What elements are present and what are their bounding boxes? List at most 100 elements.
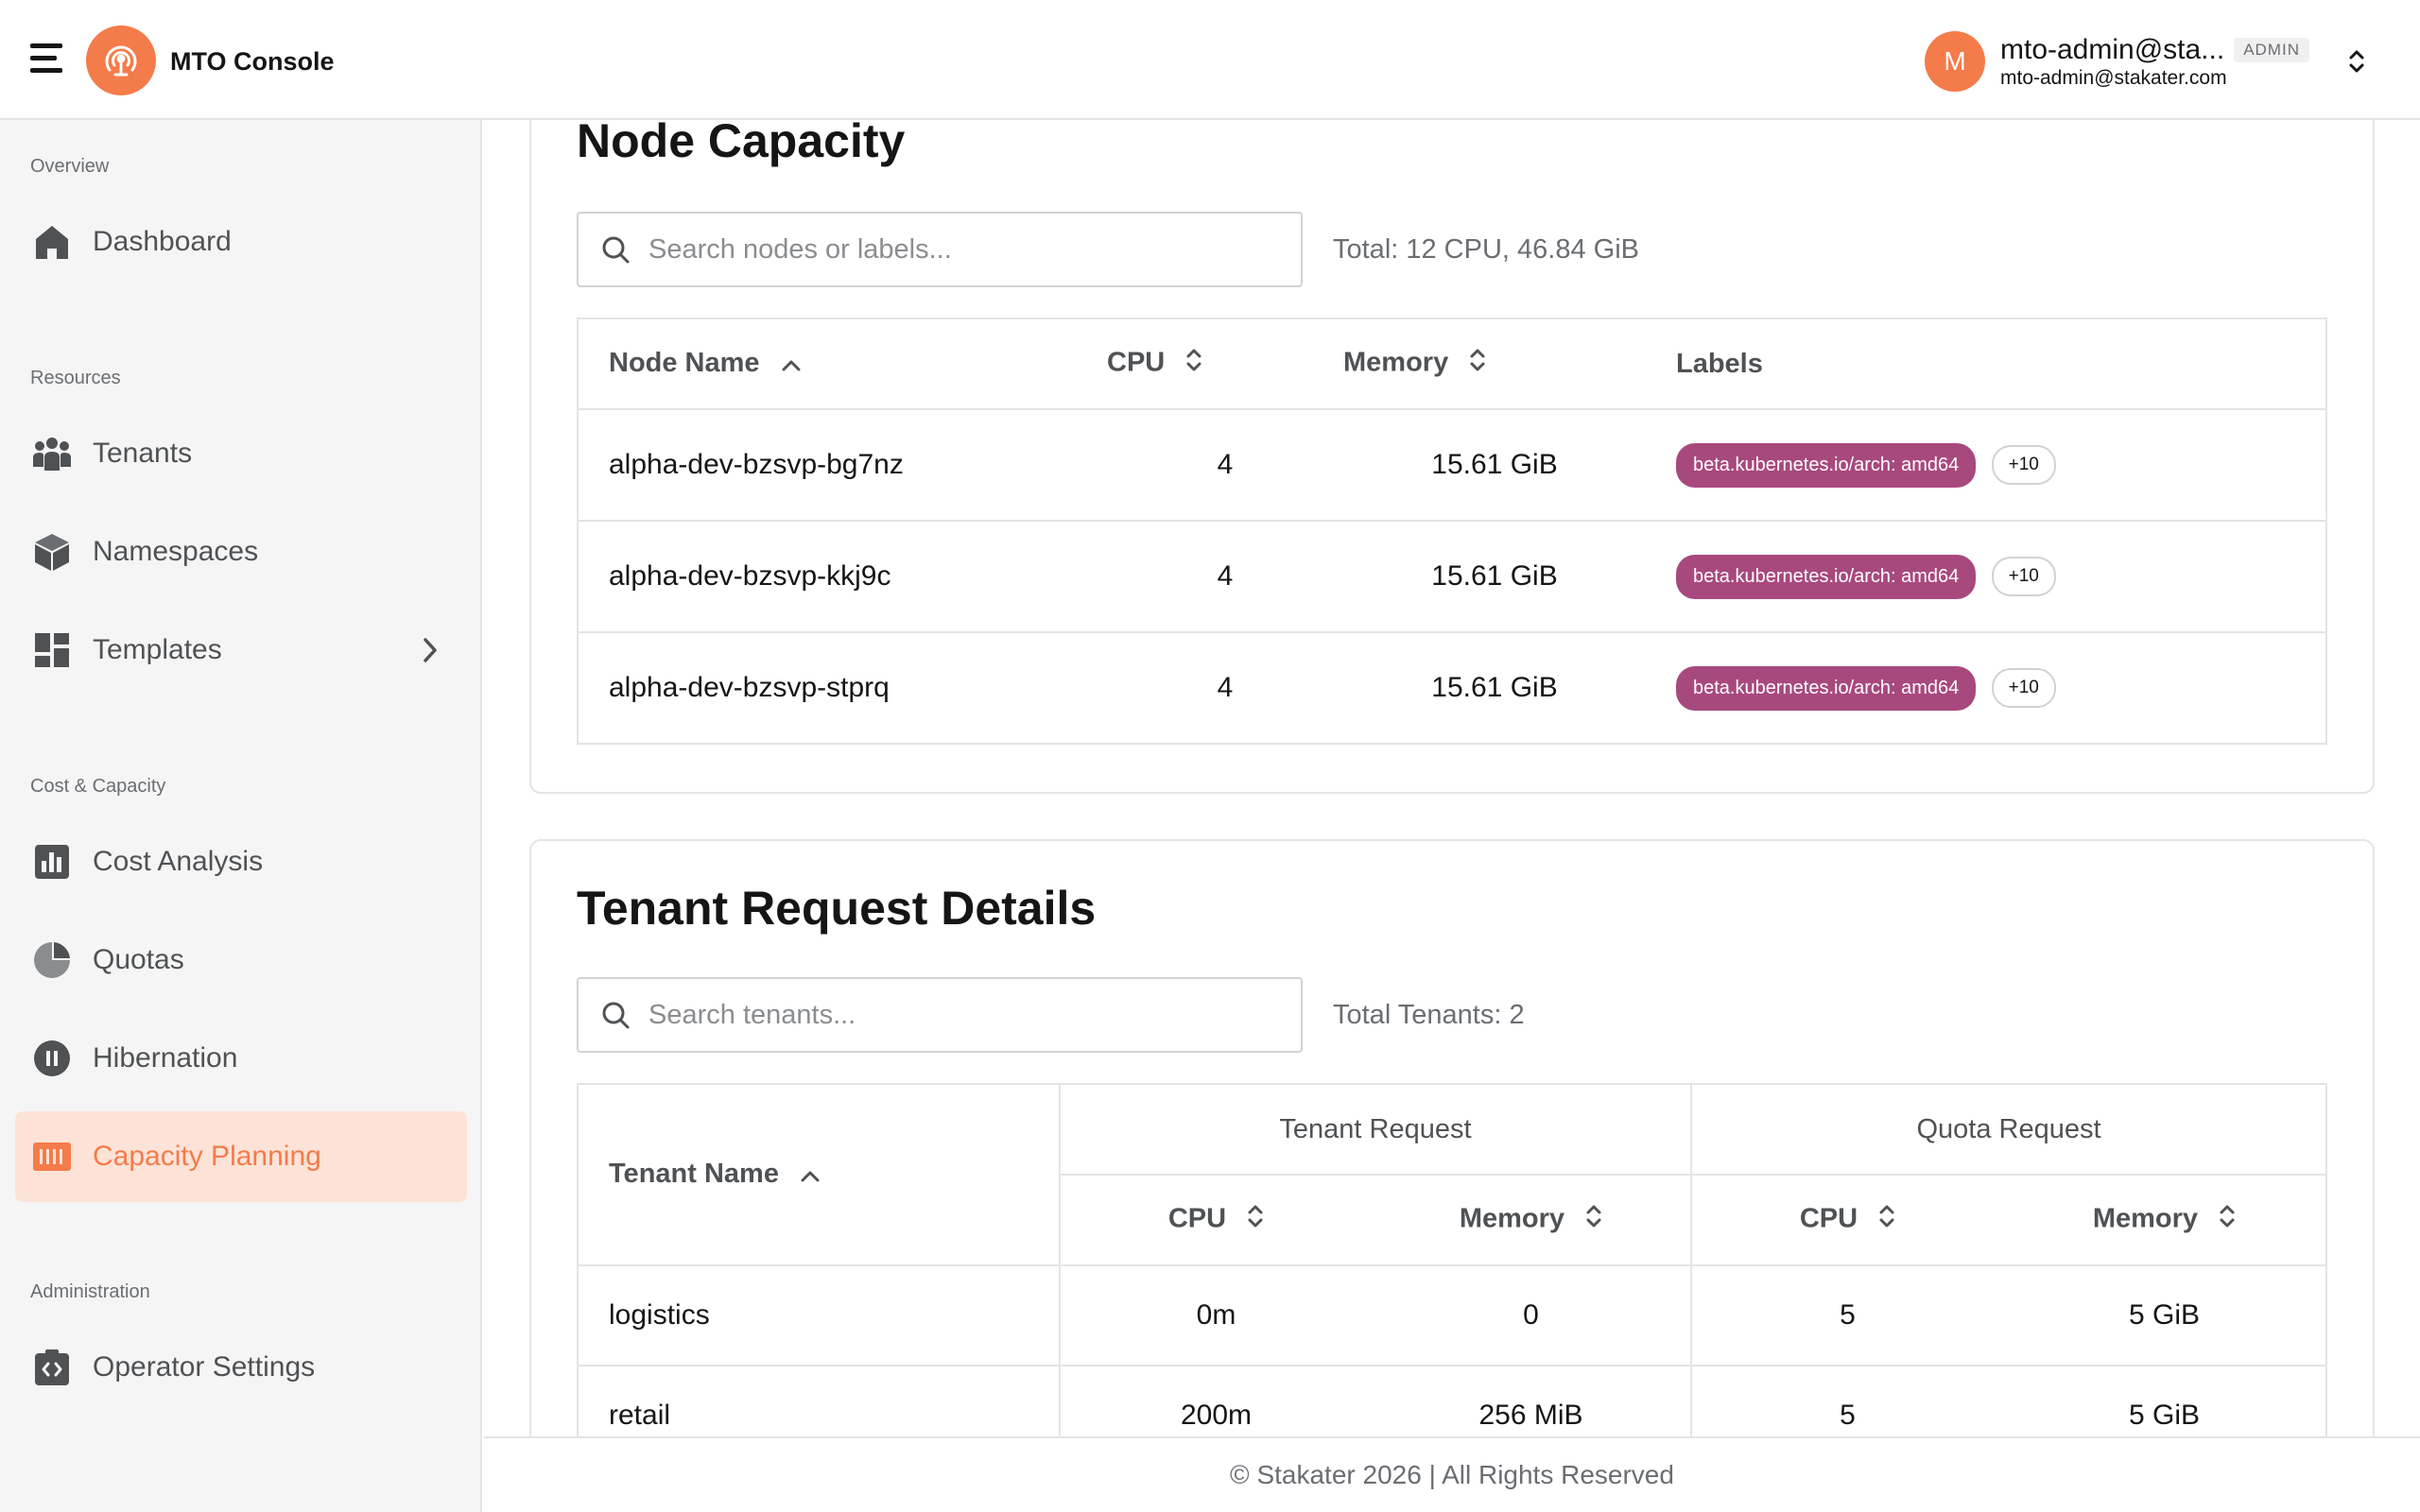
node-cpu: 4 bbox=[1107, 408, 1343, 521]
column-req-cpu[interactable]: CPU bbox=[1059, 1175, 1372, 1265]
tenant-req-memory: 0 bbox=[1372, 1264, 1691, 1366]
quota-memory: 5 GiB bbox=[2003, 1264, 2326, 1366]
column-node-name[interactable]: Node Name bbox=[578, 318, 1107, 409]
tenant-table: Tenant Name Tenant Request Quota Request… bbox=[577, 1083, 2327, 1467]
node-capacity-title: Node Capacity bbox=[577, 114, 906, 167]
node-memory: 15.61 GiB bbox=[1343, 408, 1646, 521]
tenant-total: Total Tenants: 2 bbox=[1333, 1000, 1525, 1030]
column-quota-memory[interactable]: Memory bbox=[2003, 1175, 2326, 1265]
sidebar-item-label: Operator Settings bbox=[93, 1351, 316, 1383]
users-icon bbox=[32, 434, 72, 473]
sidebar-item-label: Cost Analysis bbox=[93, 846, 264, 877]
sort-ascending-icon[interactable] bbox=[781, 349, 802, 380]
label-chip: beta.kubernetes.io/arch: amd64 bbox=[1676, 665, 1977, 711]
more-labels-chip[interactable]: +10 bbox=[1991, 557, 2056, 596]
menu-toggle-icon[interactable] bbox=[30, 43, 62, 74]
node-labels: beta.kubernetes.io/arch: amd64 +10 bbox=[1646, 520, 2326, 632]
sidebar-item-label: Templates bbox=[93, 634, 222, 665]
column-label: Node Name bbox=[609, 348, 760, 379]
label-chip: beta.kubernetes.io/arch: amd64 bbox=[1676, 554, 1977, 599]
sidebar-item-hibernation[interactable]: Hibernation bbox=[15, 1013, 467, 1104]
sidebar-item-label: Capacity Planning bbox=[93, 1141, 321, 1172]
node-name: alpha-dev-bzsvp-bg7nz bbox=[578, 408, 1107, 521]
tenant-req-cpu: 0m bbox=[1059, 1264, 1372, 1366]
sidebar-item-cost-analysis[interactable]: Cost Analysis bbox=[15, 816, 467, 907]
column-memory[interactable]: Memory bbox=[1343, 318, 1646, 409]
search-placeholder: Search nodes or labels... bbox=[648, 233, 952, 265]
column-label: CPU bbox=[1107, 347, 1166, 378]
user-name: mto-admin@sta... bbox=[2000, 33, 2225, 65]
section-title-resources: Resources bbox=[30, 368, 121, 388]
sort-icon[interactable] bbox=[1878, 1203, 1895, 1237]
search-icon bbox=[602, 236, 630, 264]
top-header: MTO Console M mto-admin@sta... ADMIN mto… bbox=[0, 0, 2420, 120]
group-tenant-request: Tenant Request bbox=[1059, 1084, 1691, 1176]
node-labels: beta.kubernetes.io/arch: amd64 +10 bbox=[1646, 408, 2326, 521]
sort-icon[interactable] bbox=[1185, 347, 1202, 381]
sidebar-item-dashboard[interactable]: Dashboard bbox=[15, 197, 467, 287]
sidebar-item-quotas[interactable]: Quotas bbox=[15, 915, 467, 1005]
column-labels: Labels bbox=[1676, 348, 1763, 379]
table-row[interactable]: logistics 0m 0 5 5 GiB bbox=[578, 1264, 2326, 1366]
user-info[interactable]: mto-admin@sta... ADMIN mto-admin@stakate… bbox=[2000, 34, 2326, 90]
sidebar-item-namespaces[interactable]: Namespaces bbox=[15, 507, 467, 597]
code-clipboard-icon bbox=[32, 1348, 72, 1387]
section-title-administration: Administration bbox=[30, 1281, 150, 1302]
sidebar: Overview Dashboard Resources Tenants Nam… bbox=[0, 120, 482, 1512]
column-tenant-name[interactable]: Tenant Name bbox=[578, 1084, 1060, 1265]
table-row[interactable]: alpha-dev-bzsvp-bg7nz 4 15.61 GiB beta.k… bbox=[578, 408, 2326, 521]
sidebar-item-operator-settings[interactable]: Operator Settings bbox=[15, 1322, 467, 1413]
column-label: Memory bbox=[1343, 347, 1449, 378]
search-placeholder: Search tenants... bbox=[648, 999, 856, 1030]
sort-icon[interactable] bbox=[2219, 1203, 2236, 1237]
node-labels: beta.kubernetes.io/arch: amd64 +10 bbox=[1646, 631, 2326, 744]
node-table: Node Name CPU Memory L bbox=[577, 318, 2327, 745]
sidebar-item-capacity-planning[interactable]: Capacity Planning bbox=[15, 1111, 467, 1202]
section-title-cost-capacity: Cost & Capacity bbox=[30, 776, 166, 797]
table-row[interactable]: alpha-dev-bzsvp-stprq 4 15.61 GiB beta.k… bbox=[578, 631, 2326, 744]
tenant-name: logistics bbox=[578, 1264, 1060, 1366]
footer-text: © Stakater 2026 | All Rights Reserved bbox=[1230, 1460, 1674, 1489]
pause-circle-icon bbox=[32, 1039, 72, 1078]
section-title-overview: Overview bbox=[30, 156, 110, 177]
column-quota-cpu[interactable]: CPU bbox=[1690, 1175, 2003, 1265]
user-email: mto-admin@stakater.com bbox=[2000, 66, 2227, 89]
column-req-memory[interactable]: Memory bbox=[1372, 1175, 1691, 1265]
sidebar-item-label: Namespaces bbox=[93, 536, 259, 567]
tenant-requests-card: Tenant Request Details Search tenants...… bbox=[529, 839, 2375, 1512]
sort-icon[interactable] bbox=[1247, 1203, 1264, 1237]
sidebar-item-tenants[interactable]: Tenants bbox=[15, 408, 467, 499]
sort-ascending-icon[interactable] bbox=[800, 1160, 821, 1191]
sidebar-item-label: Hibernation bbox=[93, 1042, 238, 1074]
app-title: MTO Console bbox=[170, 47, 335, 76]
column-label: Memory bbox=[2092, 1203, 2199, 1234]
chevron-up-down-icon[interactable] bbox=[2345, 43, 2368, 80]
column-label: CPU bbox=[1799, 1203, 1858, 1234]
node-total: Total: 12 CPU, 46.84 GiB bbox=[1333, 234, 1639, 265]
node-capacity-card: Node Capacity Search nodes or labels... … bbox=[529, 76, 2375, 794]
mto-logo bbox=[86, 26, 156, 95]
cube-icon bbox=[32, 532, 72, 572]
more-labels-chip[interactable]: +10 bbox=[1991, 445, 2056, 485]
sort-icon[interactable] bbox=[1469, 347, 1486, 381]
pie-chart-icon bbox=[32, 940, 72, 980]
sidebar-item-templates[interactable]: Templates bbox=[15, 605, 467, 696]
role-badge: ADMIN bbox=[2234, 37, 2309, 62]
column-label: Memory bbox=[1459, 1203, 1565, 1234]
node-search-input[interactable]: Search nodes or labels... bbox=[577, 212, 1303, 287]
user-menu[interactable]: M mto-admin@sta... ADMIN mto-admin@staka… bbox=[1925, 28, 2368, 94]
label-chip: beta.kubernetes.io/arch: amd64 bbox=[1676, 442, 1977, 488]
node-name: alpha-dev-bzsvp-kkj9c bbox=[578, 520, 1107, 632]
table-row[interactable]: alpha-dev-bzsvp-kkj9c 4 15.61 GiB beta.k… bbox=[578, 520, 2326, 632]
avatar[interactable]: M bbox=[1925, 31, 1985, 92]
column-cpu[interactable]: CPU bbox=[1107, 318, 1343, 409]
sidebar-item-label: Dashboard bbox=[93, 226, 232, 257]
sort-icon[interactable] bbox=[1585, 1203, 1602, 1237]
node-cpu: 4 bbox=[1107, 520, 1343, 632]
chevron-right-icon[interactable] bbox=[422, 637, 439, 668]
node-name: alpha-dev-bzsvp-stprq bbox=[578, 631, 1107, 744]
more-labels-chip[interactable]: +10 bbox=[1991, 668, 2056, 708]
tenant-search-input[interactable]: Search tenants... bbox=[577, 977, 1303, 1053]
search-icon bbox=[602, 1002, 630, 1029]
bar-chart-icon bbox=[32, 842, 72, 882]
